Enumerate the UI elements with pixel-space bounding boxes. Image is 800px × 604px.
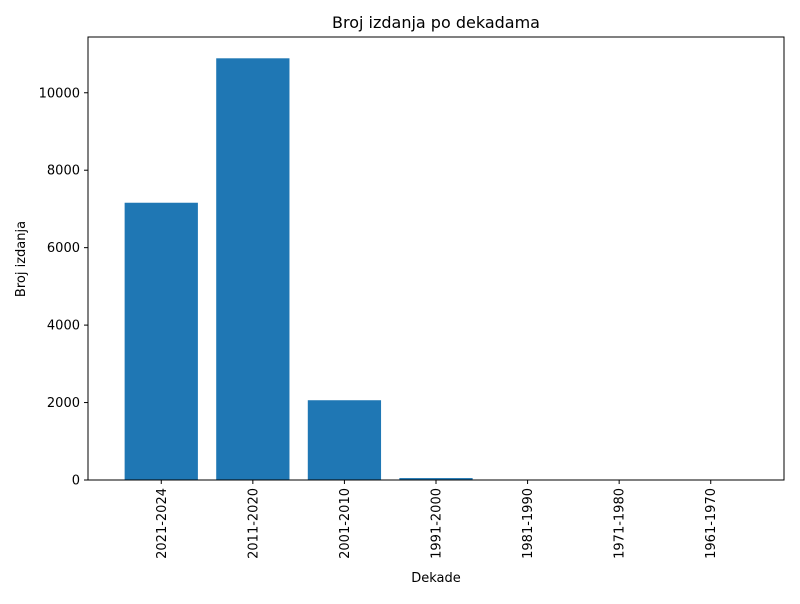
x-axis-label: Dekade <box>411 571 461 586</box>
x-tick-label: 2011-2020 <box>246 488 261 559</box>
chart-title: Broj izdanja po dekadama <box>332 13 540 32</box>
bars-layer <box>125 58 748 480</box>
y-tick-label: 10000 <box>39 86 80 101</box>
x-tick-label: 1971-1980 <box>613 488 628 559</box>
x-tick-label: 1961-1970 <box>704 488 719 559</box>
y-axis-ticks: 0 2000 4000 6000 8000 10000 <box>39 86 88 488</box>
y-axis-label: Broj izdanja <box>14 221 29 297</box>
x-tick-label: 2021-2024 <box>155 488 170 559</box>
x-axis-ticks: 2021-2024 2011-2020 2001-2010 1991-2000 1981… <box>155 480 719 559</box>
y-tick-label: 8000 <box>47 164 80 179</box>
x-tick-label: 1991-2000 <box>430 488 445 559</box>
bar-2001-2010 <box>308 400 381 480</box>
y-tick-label: 4000 <box>47 319 80 334</box>
x-tick-label: 1981-1990 <box>521 488 536 559</box>
x-tick-label: 2001-2010 <box>338 488 353 559</box>
y-tick-label: 0 <box>72 474 80 489</box>
bar-2011-2020 <box>216 58 289 480</box>
y-tick-label: 2000 <box>47 396 80 411</box>
y-tick-label: 6000 <box>47 241 80 256</box>
bar-2021-2024 <box>125 203 198 480</box>
